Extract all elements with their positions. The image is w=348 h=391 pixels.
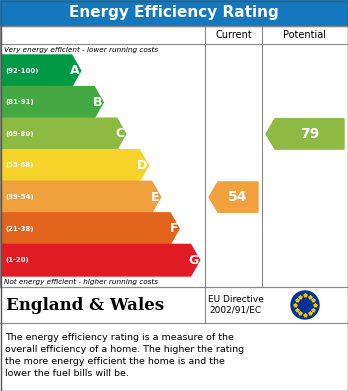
- Text: 2002/91/EC: 2002/91/EC: [209, 306, 262, 315]
- Bar: [0, 26, 348, 287]
- Text: (39-54): (39-54): [5, 194, 34, 200]
- Text: E: E: [151, 190, 160, 204]
- Polygon shape: [2, 181, 161, 213]
- Text: (92-100): (92-100): [5, 68, 38, 74]
- Polygon shape: [2, 244, 200, 276]
- Text: Very energy efficient - lower running costs: Very energy efficient - lower running co…: [4, 47, 158, 52]
- Text: Not energy efficient - higher running costs: Not energy efficient - higher running co…: [4, 278, 158, 285]
- Bar: [0, 287, 348, 323]
- Bar: [0, 0, 348, 26]
- Text: A: A: [70, 64, 80, 77]
- Polygon shape: [266, 119, 344, 149]
- Text: (21-38): (21-38): [5, 226, 33, 231]
- Text: B: B: [93, 96, 102, 109]
- Text: 79: 79: [300, 127, 319, 141]
- Text: (55-68): (55-68): [5, 163, 33, 169]
- Text: Potential: Potential: [284, 30, 326, 40]
- Polygon shape: [209, 182, 258, 212]
- Text: Energy Efficiency Rating: Energy Efficiency Rating: [69, 5, 279, 20]
- Text: The energy efficiency rating is a measure of the
overall efficiency of a home. T: The energy efficiency rating is a measur…: [5, 334, 244, 378]
- Text: F: F: [170, 222, 178, 235]
- Polygon shape: [2, 86, 103, 118]
- Text: (69-80): (69-80): [5, 131, 33, 137]
- Text: G: G: [188, 254, 199, 267]
- Circle shape: [291, 291, 319, 319]
- Polygon shape: [2, 150, 148, 181]
- Text: C: C: [116, 127, 125, 140]
- Polygon shape: [2, 55, 81, 86]
- Text: D: D: [137, 159, 148, 172]
- Polygon shape: [2, 213, 179, 244]
- Text: (81-91): (81-91): [5, 99, 34, 105]
- Text: 54: 54: [228, 190, 248, 204]
- Text: Current: Current: [215, 30, 252, 40]
- Text: EU Directive: EU Directive: [208, 295, 263, 304]
- Polygon shape: [2, 118, 126, 150]
- Text: (1-20): (1-20): [5, 257, 29, 263]
- Text: England & Wales: England & Wales: [6, 296, 164, 314]
